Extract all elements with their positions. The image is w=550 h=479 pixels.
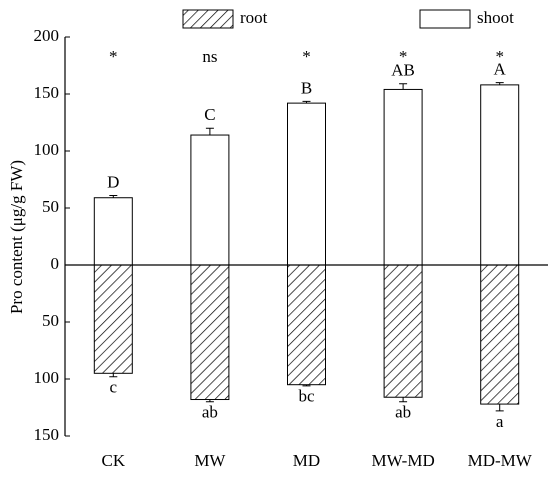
letter-label: ab [202, 403, 218, 422]
y-axis-label: Pro content (μg/g FW) [7, 160, 26, 314]
significance-label: * [495, 47, 504, 66]
error-bar [495, 82, 504, 85]
y-tick-label: 0 [51, 254, 60, 273]
y-tick-label: 150 [34, 83, 60, 102]
significance-label: ns [202, 47, 217, 66]
y-tick-label: 200 [34, 26, 60, 45]
bar [93, 264, 133, 374]
error-bar [495, 404, 504, 412]
x-tick-label: MD [293, 451, 320, 470]
bar [287, 102, 326, 266]
letter-label: bc [298, 387, 315, 406]
y-tick-label: 150 [34, 425, 60, 444]
letter-label: C [204, 105, 215, 124]
error-bar [205, 399, 214, 403]
y-tick-label: 50 [42, 197, 59, 216]
error-bar [109, 194, 118, 198]
y-tick-label: 100 [34, 140, 60, 159]
error-bar [399, 83, 408, 90]
letter-label: D [107, 172, 119, 191]
error-bar [399, 397, 408, 403]
x-tick-label: MW [194, 451, 226, 470]
legend-label: root [240, 8, 268, 27]
error-bar [302, 384, 311, 387]
legend-label: shoot [477, 8, 514, 27]
letter-label: c [110, 378, 118, 397]
significance-label: * [302, 47, 311, 66]
letter-label: ab [395, 403, 411, 422]
significance-label: * [109, 47, 118, 66]
legend-swatch [419, 9, 471, 29]
bar [287, 264, 326, 386]
y-tick-label: 50 [42, 311, 59, 330]
significance-label: * [399, 47, 408, 66]
bar [480, 84, 520, 266]
bar [383, 88, 423, 266]
x-tick-label: MD-MW [468, 451, 533, 470]
bar [190, 134, 230, 266]
bar [93, 197, 133, 266]
legend-swatch [182, 9, 234, 29]
letter-label: AB [391, 61, 415, 80]
x-tick-label: CK [101, 451, 125, 470]
letter-label: a [496, 412, 504, 431]
error-bar [205, 127, 214, 136]
x-tick-label: MW-MD [371, 451, 434, 470]
error-bar [302, 100, 311, 104]
y-tick-label: 100 [34, 368, 60, 387]
bar [480, 264, 520, 405]
bar [383, 264, 423, 398]
letter-label: B [301, 78, 312, 97]
letter-label: A [494, 60, 507, 79]
error-bar [109, 373, 118, 378]
bar [190, 264, 230, 401]
